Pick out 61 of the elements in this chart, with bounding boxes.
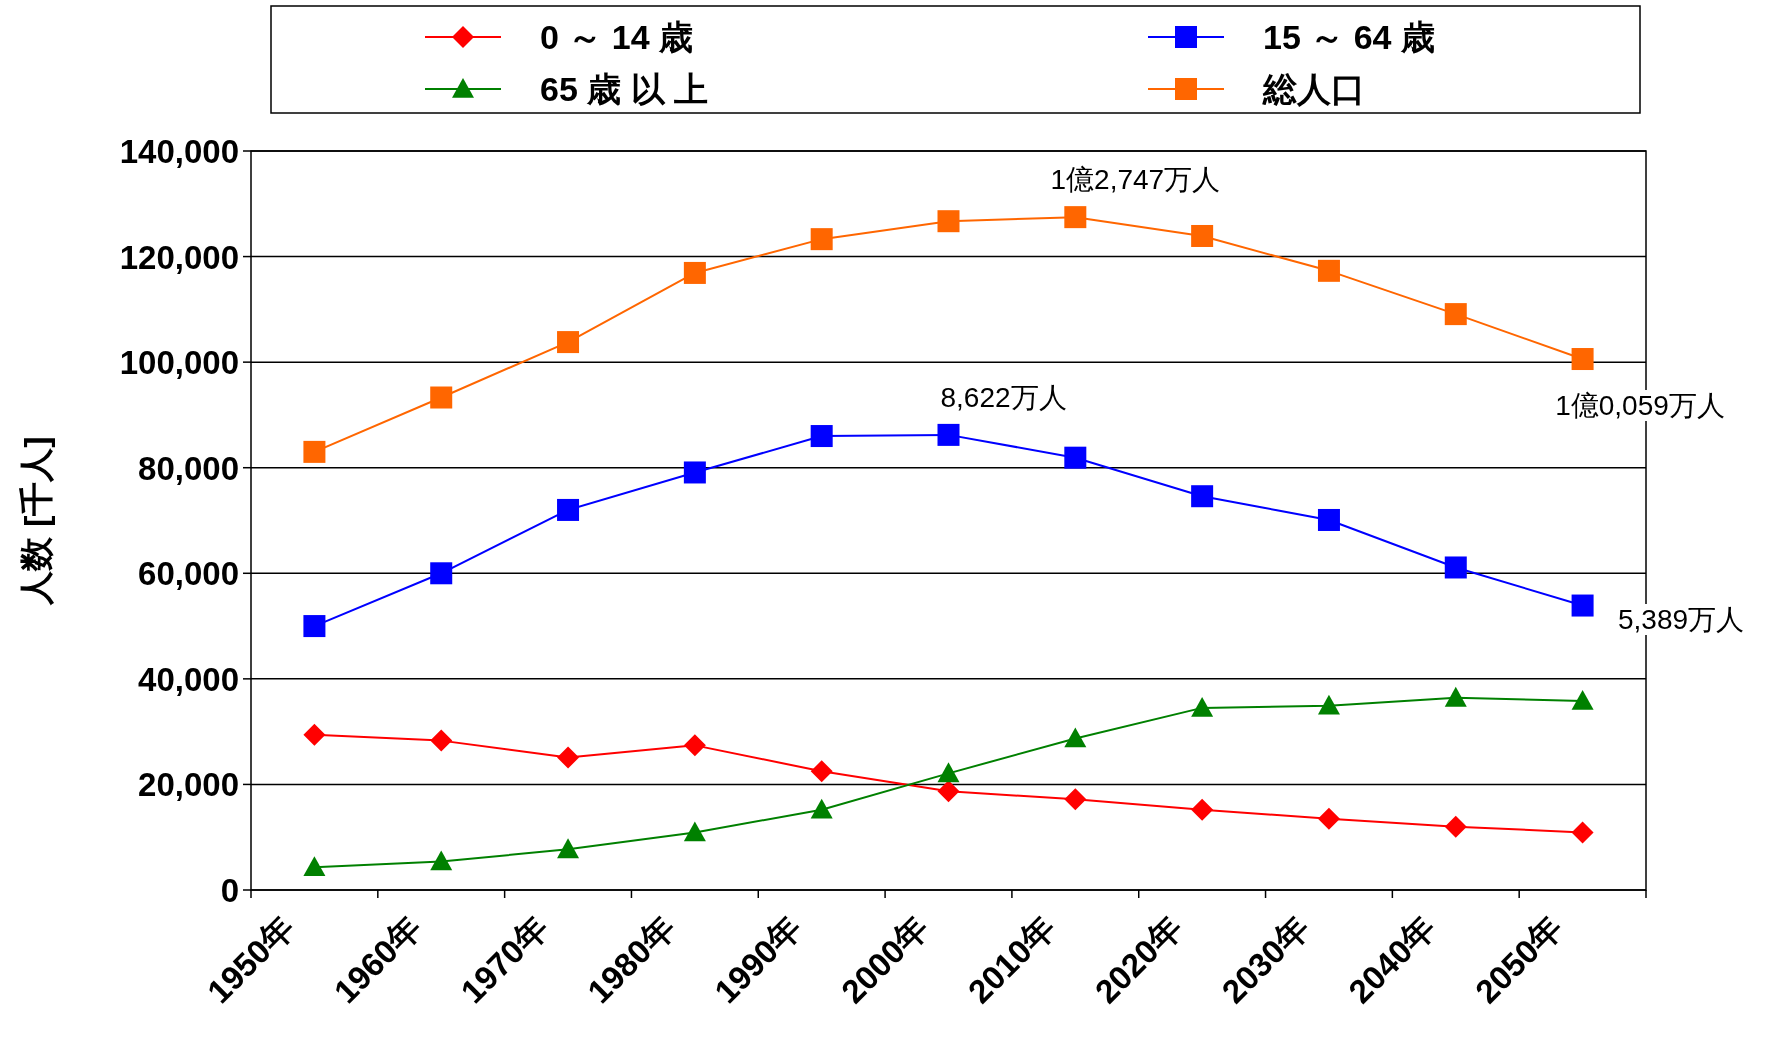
point [557, 746, 580, 769]
point [1064, 206, 1087, 229]
y-tick-label: 0 [220, 872, 239, 909]
point [810, 425, 833, 448]
y-tick-label: 60,000 [138, 555, 239, 593]
point [557, 838, 580, 859]
annotation: 1億2,747万人 [1050, 164, 1221, 196]
point [810, 798, 833, 819]
point [1064, 788, 1087, 811]
annotation: 1億0,059万人 [1555, 390, 1725, 421]
point [683, 734, 706, 757]
y-tick-label: 120,000 [119, 238, 239, 276]
point [1191, 798, 1214, 821]
y-tick-label: 40,000 [138, 660, 239, 698]
point [1571, 594, 1594, 617]
point [1064, 727, 1087, 748]
point [1317, 694, 1340, 715]
point [430, 729, 453, 752]
point [1317, 508, 1340, 531]
point [1444, 686, 1467, 707]
y-tick-label: 140,000 [119, 133, 239, 170]
y-tick-label: 20,000 [138, 766, 239, 804]
point [810, 228, 833, 251]
legend-label: 0 ～ 14 歳 [540, 18, 694, 56]
point [1317, 807, 1340, 830]
point [430, 562, 453, 585]
point [303, 440, 326, 463]
point [430, 850, 453, 871]
y-axis-title: 人数 [千人] [17, 436, 55, 606]
y-tick-label: 100,000 [119, 344, 239, 382]
point [937, 780, 960, 803]
point [937, 762, 960, 783]
legend-label: 65 歳 以 上 [540, 70, 709, 108]
point [303, 856, 326, 877]
point [557, 331, 580, 354]
point [683, 821, 706, 842]
annotation: 5,389万人 [1617, 604, 1745, 635]
point [1191, 224, 1214, 247]
point [1571, 690, 1594, 710]
point [1444, 303, 1467, 326]
point [1317, 259, 1340, 282]
point [683, 261, 706, 284]
point [557, 498, 580, 521]
point [1191, 485, 1214, 508]
legend-label: 総人口 [1262, 70, 1365, 108]
point [1191, 696, 1214, 717]
point [303, 615, 326, 638]
point [1571, 821, 1594, 844]
legend-label: 15 ～ 64 歳 [1263, 18, 1435, 56]
point [1064, 446, 1087, 469]
point [430, 386, 453, 409]
point [1444, 815, 1467, 838]
point [810, 760, 833, 783]
point [937, 210, 960, 233]
point [1571, 348, 1594, 371]
y-tick-label: 80,000 [138, 449, 239, 487]
point [1444, 556, 1467, 579]
point [937, 423, 960, 446]
point [683, 461, 706, 484]
annotation: 8,622万人 [940, 381, 1067, 413]
point [303, 723, 326, 746]
